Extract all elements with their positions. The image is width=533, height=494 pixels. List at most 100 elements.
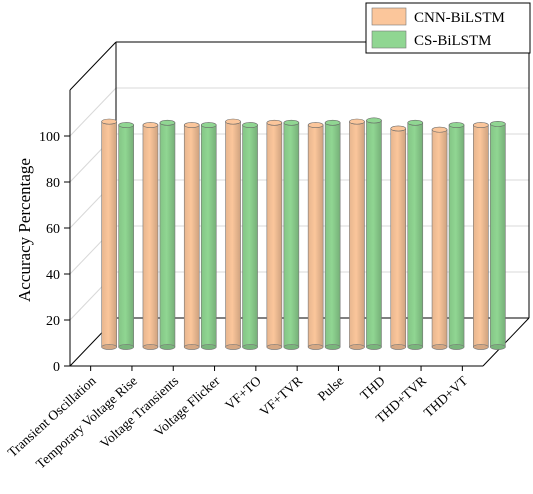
bar-top-cap	[101, 118, 117, 125]
bar-body	[118, 124, 134, 348]
bar-top-cap	[407, 119, 424, 126]
bar-bottom-cap	[200, 344, 217, 350]
bar-body	[266, 122, 283, 348]
bar-body	[159, 122, 176, 348]
bar-bottom-cap	[390, 344, 407, 350]
bars-layer	[101, 117, 506, 350]
bar-body	[283, 122, 300, 348]
bar-bottom-cap	[242, 344, 258, 350]
legend-swatch	[371, 7, 407, 26]
bar-bottom-cap	[307, 344, 324, 350]
frame-edge	[482, 317, 530, 367]
bar	[266, 119, 283, 350]
bar-top-cap	[266, 119, 283, 126]
bar	[242, 122, 258, 350]
bar-top-cap	[390, 125, 407, 132]
y-tick-label: 20	[46, 314, 60, 329]
bar-top-cap	[324, 119, 341, 126]
bar-top-cap	[283, 119, 300, 126]
bar-body	[307, 124, 324, 348]
bar-bottom-cap	[431, 344, 448, 350]
bar-bottom-cap	[159, 344, 176, 350]
bar-top-cap	[448, 122, 465, 128]
bar	[283, 119, 300, 350]
bar-bottom-cap	[118, 344, 134, 350]
bar	[390, 125, 407, 350]
bar-top-cap	[159, 119, 176, 126]
x-tick-label: Pulse	[315, 373, 347, 404]
bar-top-cap	[431, 126, 448, 133]
bar-top-cap	[200, 122, 217, 128]
bar	[431, 126, 448, 350]
legend: CNN-BiLSTM CS-BiLSTM	[365, 2, 531, 54]
bar-top-cap	[473, 122, 489, 128]
bar	[142, 122, 159, 350]
bar-top-cap	[225, 118, 241, 125]
bar-bottom-cap	[366, 344, 382, 350]
bar	[490, 121, 506, 350]
bar	[324, 119, 341, 350]
bar-body	[349, 121, 365, 348]
bar-body	[390, 128, 407, 348]
bar	[349, 118, 365, 350]
bar-top-cap	[242, 122, 258, 128]
bar-bottom-cap	[142, 344, 159, 350]
bar	[307, 122, 324, 350]
bar-body	[366, 120, 382, 348]
y-tick-label: 60	[46, 222, 60, 237]
bar-body	[407, 122, 424, 348]
bar-bottom-cap	[490, 344, 506, 350]
bar-top-cap	[349, 118, 365, 125]
y-tick-label: 0	[53, 360, 60, 375]
bar-body	[242, 124, 258, 348]
bar-body	[142, 124, 159, 348]
bar-bottom-cap	[266, 344, 283, 350]
frame-edge	[69, 41, 117, 91]
bar	[118, 122, 134, 350]
bar	[159, 119, 176, 350]
bar-top-cap	[183, 122, 200, 128]
bar-bottom-cap	[407, 344, 424, 350]
bar	[448, 122, 465, 350]
bar-body	[101, 121, 117, 348]
bar-bottom-cap	[225, 344, 241, 350]
bar-bottom-cap	[101, 344, 117, 350]
bar-bottom-cap	[283, 344, 300, 350]
bar	[183, 122, 200, 350]
bar-bottom-cap	[349, 344, 365, 350]
bar-body	[200, 124, 217, 348]
bar-bottom-cap	[324, 344, 341, 350]
bar-body	[431, 129, 448, 348]
bar	[225, 118, 241, 350]
gridline-side	[69, 87, 117, 137]
y-axis-title: Accuracy Percentage	[15, 158, 34, 302]
x-tick-label: VF+TVR	[257, 373, 306, 419]
y-tick-label: 80	[46, 176, 60, 191]
bar-bottom-cap	[183, 344, 200, 350]
bar-body	[225, 121, 241, 348]
legend-swatch	[371, 30, 407, 49]
legend-label: CNN-BiLSTM	[414, 10, 505, 26]
bar-body	[473, 124, 489, 348]
bar-bottom-cap	[473, 344, 489, 350]
bar	[101, 118, 117, 350]
bar-top-cap	[307, 122, 324, 128]
bar-top-cap	[366, 117, 382, 124]
bar-top-cap	[490, 121, 506, 127]
bar-top-cap	[118, 122, 134, 128]
bar	[200, 122, 217, 350]
bar-body	[183, 124, 200, 348]
y-tick-label: 40	[46, 268, 60, 283]
bar-bottom-cap	[448, 344, 465, 350]
y-tick-label: 100	[39, 130, 60, 145]
bar-top-cap	[142, 122, 159, 128]
bar-body	[490, 123, 506, 348]
bar-body	[324, 122, 341, 348]
bar	[473, 122, 489, 350]
x-tick-label: THD+VT	[421, 373, 471, 420]
bar-body	[448, 124, 465, 348]
bar	[407, 119, 424, 350]
bar	[366, 117, 382, 350]
x-tick-label: THD	[357, 373, 388, 403]
